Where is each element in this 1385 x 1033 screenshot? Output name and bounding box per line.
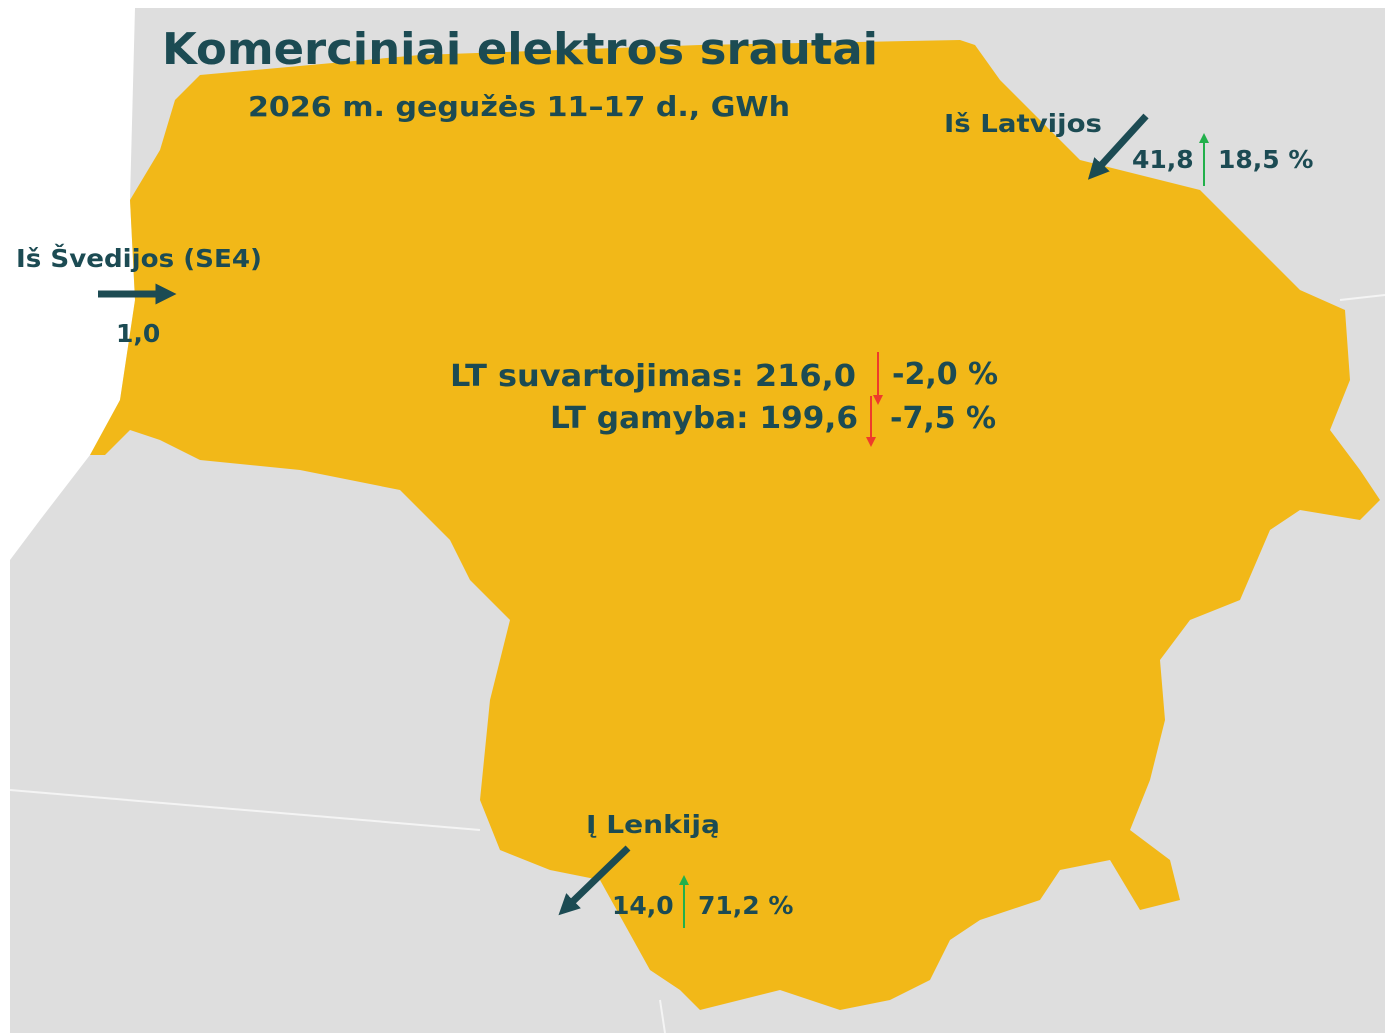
flow-change: 71,2 % xyxy=(698,891,793,920)
flow-label: Į Lenkiją xyxy=(586,810,720,839)
lithuania xyxy=(90,40,1380,1010)
flow-arrow xyxy=(558,845,631,916)
flow-change: 18,5 % xyxy=(1218,145,1313,174)
flow-arrow xyxy=(1087,113,1149,180)
stat-change: -2,0 % xyxy=(892,357,998,392)
flow-value: 1,0 xyxy=(116,319,160,348)
borders xyxy=(9,294,1385,1033)
flow-value: 14,0 xyxy=(612,891,674,920)
stat-change: -7,5 % xyxy=(890,401,996,436)
stat-label: LT gamyba: 199,6 xyxy=(550,401,858,436)
flow-label: Iš Latvijos xyxy=(944,109,1102,138)
title: Komerciniai elektros srautai xyxy=(162,24,878,75)
sea xyxy=(10,8,135,560)
flow-value: 41,8 xyxy=(1132,145,1194,174)
subtitle: 2026 m. gegužės 11–17 d., GWh xyxy=(248,90,790,123)
flow-label: Iš Švedijos (SE4) xyxy=(16,243,262,273)
stat-label: LT suvartojimas: 216,0 xyxy=(450,359,856,394)
